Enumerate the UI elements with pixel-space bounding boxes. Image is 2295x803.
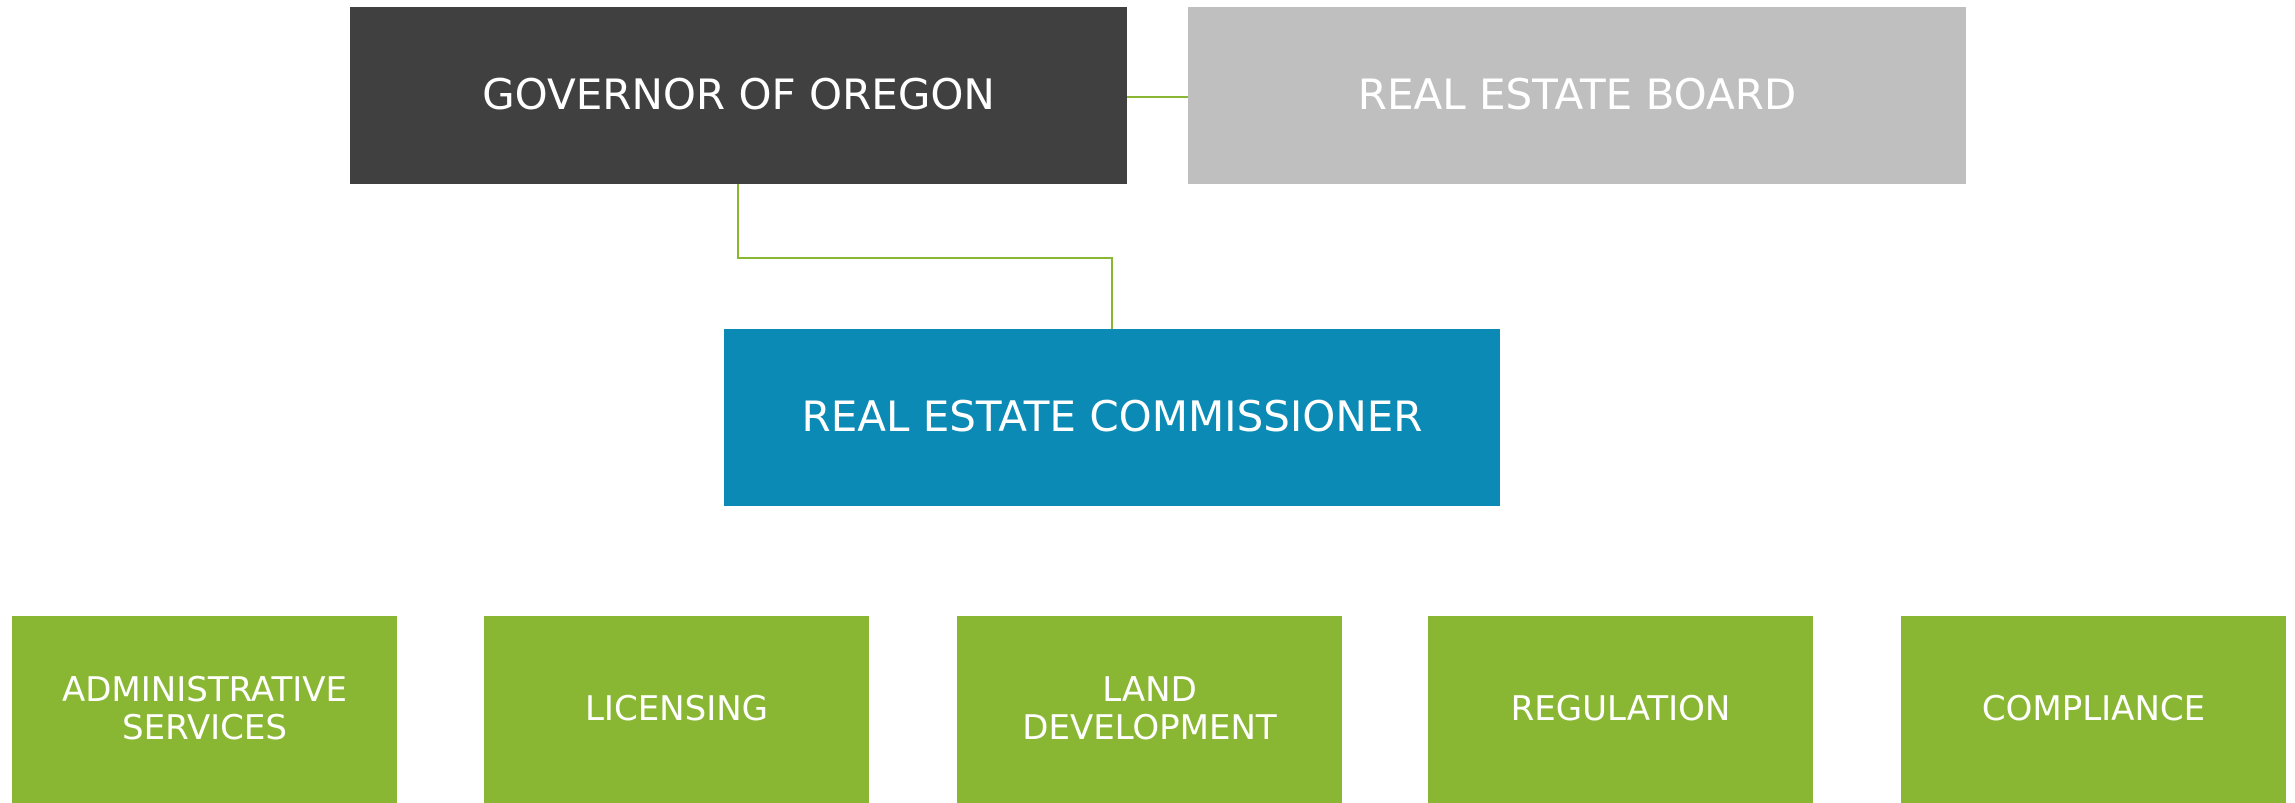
node: REAL ESTATE BOARD [1188, 7, 1966, 184]
node: REAL ESTATE COMMISSIONER [724, 329, 1500, 506]
node: COMPLIANCE [1901, 616, 2286, 803]
node: ADMINISTRATIVE SERVICES [12, 616, 397, 803]
node: GOVERNOR OF OREGON [350, 7, 1127, 184]
node: LAND DEVELOPMENT [957, 616, 1342, 803]
node: REGULATION [1428, 616, 1813, 803]
node: LICENSING [484, 616, 869, 803]
connector [737, 184, 1113, 329]
